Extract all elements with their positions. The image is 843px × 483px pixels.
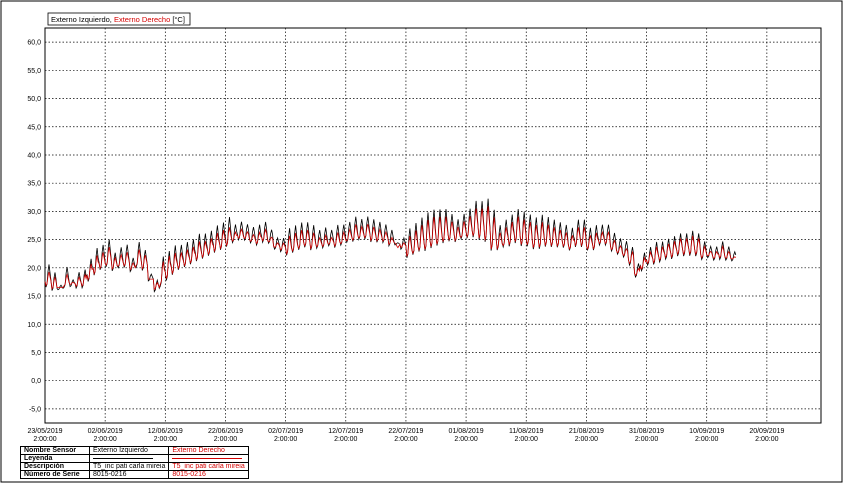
x-tick-label: 22/06/2019 2:00:00 bbox=[208, 428, 243, 443]
y-tick-label: 55,0 bbox=[27, 68, 41, 75]
y-tick-label: 30,0 bbox=[27, 209, 41, 216]
x-tick-label: 11/08/2019 2:00:00 bbox=[509, 428, 544, 443]
x-tick-label: 10/09/2019 2:00:00 bbox=[689, 428, 724, 443]
right-serial: 8015-0216 bbox=[168, 470, 249, 479]
x-tick-date: 12/06/2019 bbox=[148, 428, 183, 435]
legend-text: Externo Izquierdo, Externo Derecho [°C] bbox=[51, 15, 185, 24]
x-tick-date: 23/05/2019 bbox=[27, 428, 62, 435]
x-gridlines bbox=[104, 28, 768, 423]
x-tick-label: 12/06/2019 2:00:00 bbox=[148, 428, 183, 443]
x-tick-time: 2:00:00 bbox=[394, 436, 417, 443]
red-line-swatch bbox=[172, 457, 243, 459]
y-tick-label: 25,0 bbox=[27, 237, 41, 244]
x-tick-date: 31/08/2019 bbox=[629, 428, 664, 435]
left-description: T5_inc pati carla mireia bbox=[88, 462, 170, 471]
x-tick-label: 31/08/2019 2:00:00 bbox=[629, 428, 664, 443]
x-tick-time: 2:00:00 bbox=[154, 436, 177, 443]
y-tick-label: 20,0 bbox=[27, 265, 41, 272]
y-tick-label: -5,0 bbox=[29, 406, 41, 413]
x-tick-time: 2:00:00 bbox=[33, 436, 56, 443]
x-tick-label: 02/06/2019 2:00:00 bbox=[88, 428, 123, 443]
right-description: T5_inc pati carla mireia bbox=[168, 462, 249, 471]
black-line-swatch bbox=[93, 457, 153, 459]
x-tick-time: 2:00:00 bbox=[214, 436, 237, 443]
row-label: Nombre Sensor bbox=[20, 446, 90, 455]
table-row: Descripción T5_inc pati carla mireia T5_… bbox=[20, 462, 249, 471]
x-tick-date: 10/09/2019 bbox=[689, 428, 724, 435]
x-tick-time: 2:00:00 bbox=[274, 436, 297, 443]
y-tick-label: 35,0 bbox=[27, 181, 41, 188]
y-tick-label: 40,0 bbox=[27, 152, 41, 159]
x-tick-date: 11/08/2019 bbox=[509, 428, 544, 435]
left-legend-swatch bbox=[88, 454, 170, 463]
y-tick-label: 60,0 bbox=[27, 40, 41, 47]
x-tick-time: 2:00:00 bbox=[635, 436, 658, 443]
x-tick-date: 12/07/2019 bbox=[328, 428, 363, 435]
x-tick-time: 2:00:00 bbox=[93, 436, 116, 443]
right-sensor-name: Externo Derecho bbox=[168, 446, 249, 455]
legend: Externo Izquierdo, Externo Derecho [°C] bbox=[47, 12, 191, 26]
x-tick-time: 2:00:00 bbox=[755, 436, 778, 443]
y-tick-label: 0,0 bbox=[31, 378, 41, 385]
x-tick-date: 02/07/2019 bbox=[268, 428, 303, 435]
x-tick-date: 22/07/2019 bbox=[388, 428, 423, 435]
x-tick-label: 12/07/2019 2:00:00 bbox=[328, 428, 363, 443]
legend-unit: [°C] bbox=[172, 15, 185, 24]
x-tick-label: 22/07/2019 2:00:00 bbox=[388, 428, 423, 443]
x-tick-label: 21/08/2019 2:00:00 bbox=[569, 428, 604, 443]
x-tick-time: 2:00:00 bbox=[695, 436, 718, 443]
x-tick-date: 02/06/2019 bbox=[88, 428, 123, 435]
x-tick-label: 23/05/2019 2:00:00 bbox=[27, 428, 62, 443]
x-tick-time: 2:00:00 bbox=[334, 436, 357, 443]
series-line-externo-izquierdo bbox=[44, 198, 737, 293]
sensor-info-table: Nombre Sensor Externo Izquierdo Externo … bbox=[20, 446, 249, 479]
y-tick-label: 10,0 bbox=[27, 322, 41, 329]
legend-series-black: Externo Izquierdo bbox=[51, 15, 110, 24]
y-tick-label: 50,0 bbox=[27, 96, 41, 103]
x-tick-date: 01/08/2019 bbox=[449, 428, 484, 435]
row-label: Leyenda bbox=[20, 454, 90, 463]
left-serial: 8015-0216 bbox=[88, 470, 170, 479]
row-label: Número de Serie bbox=[20, 470, 90, 479]
x-tick-time: 2:00:00 bbox=[515, 436, 538, 443]
table-row: Número de Serie 8015-0216 8015-0216 bbox=[20, 470, 249, 479]
x-tick-date: 22/06/2019 bbox=[208, 428, 243, 435]
right-legend-swatch bbox=[168, 454, 249, 463]
series-line-externo-derecho bbox=[44, 206, 737, 291]
x-tick-label: 01/08/2019 2:00:00 bbox=[449, 428, 484, 443]
x-tick-label: 02/07/2019 2:00:00 bbox=[268, 428, 303, 443]
x-tick-time: 2:00:00 bbox=[454, 436, 477, 443]
row-label: Descripción bbox=[20, 462, 90, 471]
table-row: Leyenda bbox=[20, 454, 249, 463]
y-tick-label: 5,0 bbox=[31, 350, 41, 357]
x-tick-label: 20/09/2019 2:00:00 bbox=[749, 428, 784, 443]
left-sensor-name: Externo Izquierdo bbox=[88, 446, 170, 455]
y-tick-label: 15,0 bbox=[27, 294, 41, 301]
table-row: Nombre Sensor Externo Izquierdo Externo … bbox=[20, 446, 249, 455]
legend-box bbox=[47, 12, 191, 26]
y-tick-label: 45,0 bbox=[27, 124, 41, 131]
legend-series-red: Externo Derecho bbox=[114, 15, 170, 24]
x-tick-date: 21/08/2019 bbox=[569, 428, 604, 435]
x-tick-date: 20/09/2019 bbox=[749, 428, 784, 435]
y-axis-tick-labels: 60,0 55,0 50,0 45,0 40,0 35,0 30,0 25,0 20,0 15,0… bbox=[27, 40, 41, 414]
legend-separator: , bbox=[110, 15, 114, 24]
x-tick-time: 2:00:00 bbox=[575, 436, 598, 443]
